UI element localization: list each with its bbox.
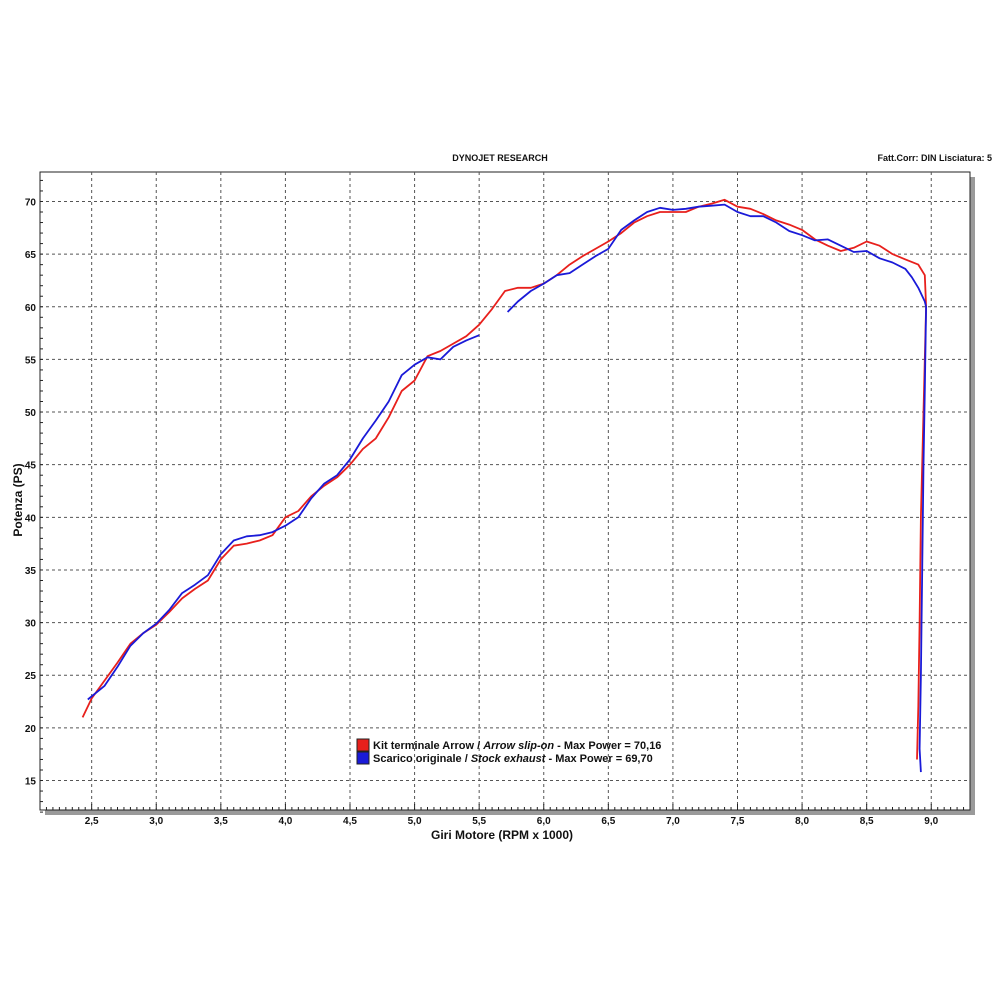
x-tick-label: 3,0 (149, 816, 163, 827)
x-tick-label: 4,5 (343, 816, 357, 827)
grid (40, 172, 970, 810)
series-line-stock (87, 203, 927, 773)
legend-swatch-stock (356, 751, 370, 765)
y-tick-label: 65 (25, 250, 37, 261)
legend-label-arrow: Kit terminale Arrow / Arrow slip-on - Ma… (373, 740, 661, 752)
x-tick-label: 5,0 (408, 816, 422, 827)
x-tick-label: 5,5 (472, 816, 486, 827)
legend-label-stock: Scarico originale / Stock exhaust - Max … (373, 753, 653, 765)
y-axis-title: Potenza (PS) (11, 463, 25, 536)
y-tick-label: 45 (25, 461, 37, 472)
x-tick-label: 6,0 (537, 816, 551, 827)
legend: Kit terminale Arrow / Arrow slip-on - Ma… (356, 738, 661, 765)
y-tick-label: 30 (25, 619, 37, 630)
y-tick-label: 55 (25, 355, 37, 366)
y-tick-label: 20 (25, 724, 37, 735)
y-tick-label: 35 (25, 566, 37, 577)
x-tick-label: 8,5 (860, 816, 874, 827)
x-tick-label: 9,0 (924, 816, 938, 827)
x-tick-label: 2,5 (85, 816, 99, 827)
y-tick-label: 40 (25, 513, 37, 524)
y-tick-label: 25 (25, 671, 37, 682)
x-tick-label: 8,0 (795, 816, 809, 827)
x-axis-title: Giri Motore (RPM x 1000) (431, 828, 573, 842)
y-tick-label: 15 (25, 777, 37, 788)
chart-title: DYNOJET RESEARCH (452, 153, 548, 163)
y-tick-label: 60 (25, 303, 37, 314)
x-tick-label: 6,5 (601, 816, 615, 827)
axis-ticks: 2,5 3,0 3,5 4,0 4,5 5,0 5,5 6,0 6,5 7,0 7,5 8,0 8,5 9… (25, 179, 971, 827)
x-tick-label: 4,0 (278, 816, 292, 827)
series-group (81, 198, 927, 773)
chart-info: Fatt.Corr: DIN Lisciatura: 5 (877, 153, 992, 163)
plot-frame (39, 171, 971, 811)
x-tick-label: 7,0 (666, 816, 680, 827)
legend-swatch-arrow (356, 738, 370, 752)
x-tick-label: 7,5 (731, 816, 745, 827)
y-tick-label: 50 (25, 408, 37, 419)
x-tick-label: 3,5 (214, 816, 228, 827)
y-tick-label: 70 (25, 197, 37, 208)
